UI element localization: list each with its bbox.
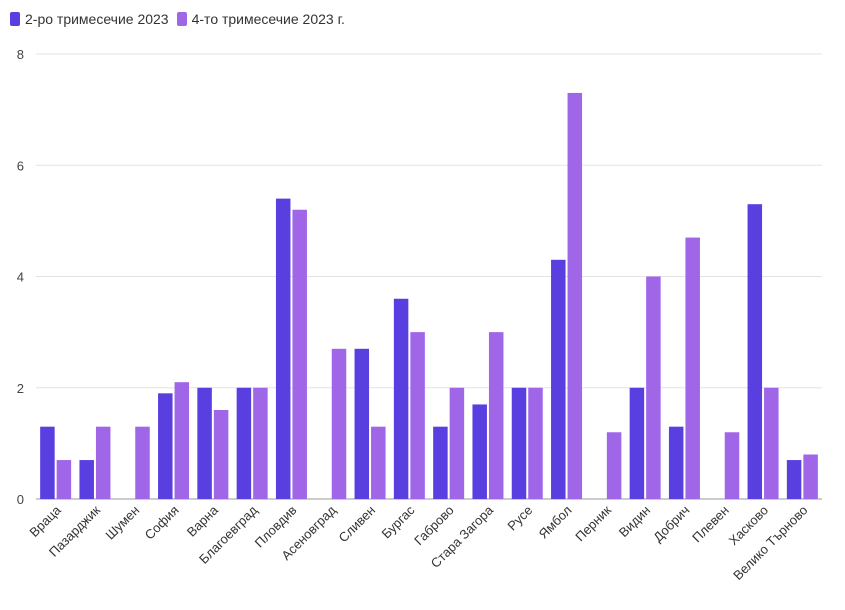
bar-series-2[interactable] — [292, 209, 307, 499]
x-tick-label: Шумен — [102, 503, 142, 543]
bar-series-2[interactable] — [331, 348, 347, 499]
x-tick-label: Враца — [26, 502, 64, 540]
bar-series-1[interactable] — [472, 404, 487, 499]
bar-series-1[interactable] — [354, 348, 370, 499]
bar-series-1[interactable] — [551, 259, 566, 499]
y-tick-label: 4 — [17, 270, 24, 285]
bar-series-2[interactable] — [567, 92, 583, 499]
bar-series-2[interactable] — [803, 454, 818, 500]
y-axis: 0 2 4 6 8 — [17, 47, 24, 507]
x-tick-label: Перник — [572, 502, 614, 544]
bar-series-2[interactable] — [685, 237, 700, 499]
x-tick-label: Варна — [184, 502, 222, 540]
bar-series-2[interactable] — [213, 410, 229, 499]
legend: 2-ро тримесечие 2023 4-то тримесечие 202… — [10, 11, 353, 27]
y-tick-label: 2 — [17, 381, 24, 396]
x-tick-label: Добрич — [650, 503, 692, 545]
bar-series-2[interactable] — [606, 432, 622, 499]
legend-swatch-series-1 — [10, 12, 20, 26]
legend-swatch-series-2 — [176, 12, 187, 26]
bar-series-1[interactable] — [40, 426, 55, 499]
bar-series-2[interactable] — [724, 432, 740, 499]
bar-series-2[interactable] — [95, 426, 111, 499]
bar-series-1[interactable] — [629, 387, 645, 499]
bar-series-2[interactable] — [135, 426, 150, 499]
x-tick-label: София — [142, 503, 182, 543]
bar-series-1[interactable] — [786, 460, 802, 499]
bar-series-1[interactable] — [158, 393, 173, 499]
x-tick-label: Видин — [616, 503, 653, 540]
x-tick-label: Ямбол — [536, 503, 575, 542]
x-tick-label: Русе — [504, 503, 535, 534]
x-tick-label: Велико Търново — [730, 503, 810, 583]
bar-series-2[interactable] — [410, 332, 425, 499]
legend-item-series-1[interactable]: 2-ро тримесечие 2023 — [10, 11, 169, 27]
bars — [40, 92, 818, 500]
bar-series-2[interactable] — [253, 387, 268, 499]
bar-series-1[interactable] — [79, 460, 94, 499]
bar-series-1[interactable] — [275, 198, 291, 499]
y-tick-label: 0 — [17, 492, 24, 507]
y-tick-label: 8 — [17, 47, 24, 62]
bar-series-1[interactable] — [511, 387, 527, 499]
bar-series-2[interactable] — [174, 382, 190, 499]
grid-lines — [36, 53, 822, 500]
bar-series-1[interactable] — [236, 387, 252, 499]
y-tick-label: 6 — [17, 158, 24, 173]
bar-series-1[interactable] — [747, 204, 763, 499]
bar-series-2[interactable] — [56, 460, 72, 499]
x-tick-label: Сливен — [335, 503, 378, 546]
bar-series-2[interactable] — [764, 387, 779, 499]
bar-series-1[interactable] — [393, 298, 409, 499]
bar-series-1[interactable] — [197, 387, 212, 499]
bar-series-2[interactable] — [488, 332, 504, 499]
legend-label-series-1: 2-ро тримесечие 2023 — [25, 11, 169, 27]
bar-series-2[interactable] — [528, 387, 543, 499]
bar-series-1[interactable] — [433, 426, 448, 499]
legend-item-series-2[interactable]: 4-то тримесечие 2023 г. — [176, 11, 345, 27]
x-tick-label: Плевен — [689, 503, 732, 546]
legend-label-series-2: 4-то тримесечие 2023 г. — [191, 11, 345, 27]
bar-series-2[interactable] — [646, 276, 661, 500]
bar-series-1[interactable] — [668, 426, 684, 499]
bar-series-2[interactable] — [371, 426, 386, 499]
bar-series-2[interactable] — [449, 387, 465, 499]
